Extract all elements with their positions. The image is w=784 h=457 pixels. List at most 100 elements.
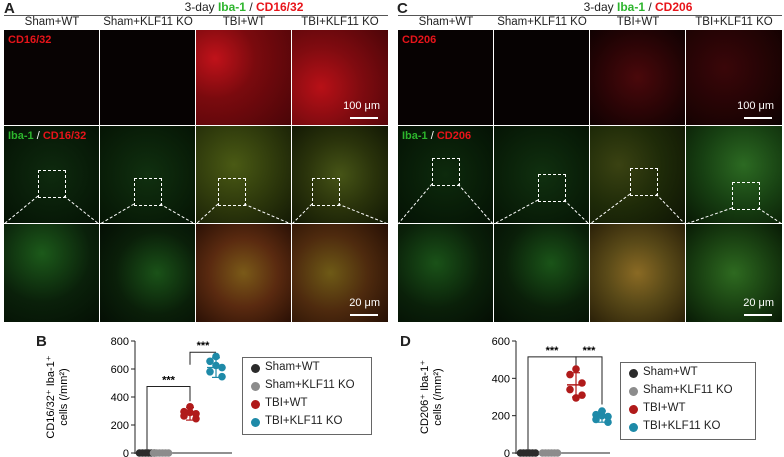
- a-r2-tbi-wt: [196, 126, 291, 223]
- legend-label: Sham+KLF11 KO: [265, 379, 355, 391]
- data-point: [578, 391, 586, 399]
- a-row2-green: Iba-1: [8, 130, 34, 142]
- data-point: [592, 415, 600, 424]
- data-point: [164, 449, 173, 457]
- data-point: [531, 449, 540, 457]
- panel-letter-c: C: [397, 0, 408, 17]
- title-sep: /: [245, 0, 256, 14]
- c-r2-tbi-wt: [590, 126, 685, 223]
- panel-a-col-label: TBI+KLF11 KO: [301, 16, 379, 28]
- c-r3-tbi-wt: [590, 224, 685, 322]
- legend-label: Sham+WT: [643, 366, 698, 378]
- legend-d: Sham+WT Sham+KLF11 KO TBI+WT TBI+KLF11 K…: [620, 362, 756, 440]
- legend-label: TBI+KLF11 KO: [643, 420, 721, 432]
- title-prefix: 3-day: [184, 0, 218, 14]
- panel-c-col-label: Sham+WT: [418, 16, 474, 28]
- a-r3-sham-wt: [4, 224, 99, 322]
- title-sep: /: [645, 0, 656, 14]
- panel-c-col-label: Sham+KLF11 KO: [497, 16, 587, 28]
- title-green: Iba-1: [217, 0, 246, 14]
- data-point: [218, 372, 226, 381]
- c-r2-sham-wt: Iba-1 / CD206: [398, 126, 493, 223]
- legend-label: TBI+WT: [265, 397, 308, 409]
- c-r1-sham-ko: [494, 30, 589, 125]
- y-tick-label: 600: [111, 364, 129, 376]
- y-tick-label: 800: [111, 336, 129, 348]
- panel-a-title: 3-day Iba-1 / CD16/32: [100, 0, 388, 14]
- title-red: CD206: [655, 0, 693, 14]
- c-scale-bar-100: [744, 117, 772, 119]
- comparison-bracket: [146, 386, 191, 451]
- panel-letter-d: D: [400, 333, 411, 350]
- a-row2-sep: /: [33, 130, 43, 142]
- y-axis-label-line: cells (/mm²): [432, 368, 444, 425]
- c-row1-label: CD206: [402, 34, 437, 46]
- c-zoom-box: [630, 168, 658, 196]
- y-tick-label: 400: [111, 392, 129, 404]
- a-row2-label: Iba-1 / CD16/32: [8, 130, 86, 142]
- y-tick-label: 400: [492, 373, 510, 385]
- c-row2-sep: /: [427, 130, 437, 142]
- a-zoom-box: [218, 178, 246, 206]
- panel-a-col-label: Sham+KLF11 KO: [103, 16, 193, 28]
- a-zoom-box: [312, 178, 340, 206]
- a-zoom-box: [38, 170, 66, 198]
- panel-letter-a: A: [4, 0, 15, 17]
- legend-label: Sham+WT: [265, 361, 320, 373]
- a-row1-label: CD16/32: [8, 34, 52, 46]
- significance-label: ***: [162, 375, 176, 387]
- y-tick-label: 0: [123, 448, 129, 457]
- a-scale-label-100: 100 μm: [343, 100, 380, 112]
- y-axis-label-line: CD16/32⁺ Iba-1⁺: [45, 355, 57, 438]
- a-zoom-lines: [4, 195, 388, 225]
- c-scale-label-100: 100 μm: [737, 100, 774, 112]
- panel-c-col-label: TBI+WT: [616, 16, 660, 28]
- c-r1-sham-wt: CD206: [398, 30, 493, 125]
- c-zoom-box: [432, 158, 460, 186]
- data-point: [186, 403, 194, 411]
- a-r1-tbi-ko: 100 μm: [292, 30, 388, 125]
- panel-a-image-grid: CD16/32 100 μm Iba-1 / CD16/32 20 μm: [4, 30, 388, 322]
- data-point: [572, 394, 580, 402]
- significance-label: ***: [546, 345, 560, 357]
- c-r3-sham-ko: [494, 224, 589, 322]
- data-point: [206, 368, 214, 376]
- a-r1-sham-ko: [100, 30, 195, 125]
- comparison-bracket: [527, 356, 577, 451]
- c-zoom-box: [538, 174, 566, 202]
- c-scale-bar-20: [744, 314, 772, 316]
- legend-dot: [629, 423, 638, 432]
- panel-a-col-label: Sham+WT: [24, 16, 80, 28]
- comparison-bracket: [189, 351, 216, 365]
- legend-dot: [251, 364, 260, 373]
- panel-c-title: 3-day Iba-1 / CD206: [494, 0, 782, 14]
- chart-d: CD206⁺ Iba-1⁺cells (/mm²) 0 200 400 600 *** **…: [419, 336, 612, 457]
- y-axis-label-line: cells (/mm²): [58, 368, 70, 425]
- a-scale-label-20: 20 μm: [349, 297, 380, 309]
- legend-dot: [629, 405, 638, 414]
- a-r3-tbi-ko: 20 μm: [292, 224, 388, 322]
- legend-dot: [251, 382, 260, 391]
- data-point: [572, 365, 580, 373]
- data-point: [578, 379, 586, 387]
- panel-c-image-grid: CD206 100 μm Iba-1 / CD206 20 μm: [398, 30, 782, 322]
- a-r2-sham-wt: Iba-1 / CD16/32: [4, 126, 99, 223]
- comparison-bracket: [575, 356, 603, 405]
- panel-c-col-label: TBI+KLF11 KO: [695, 16, 773, 28]
- data-point: [206, 357, 214, 366]
- legend-label: Sham+KLF11 KO: [643, 384, 733, 396]
- c-r3-tbi-ko: 20 μm: [686, 224, 782, 322]
- title-red: CD16/32: [256, 0, 304, 14]
- c-scale-label-20: 20 μm: [743, 297, 774, 309]
- data-point: [604, 418, 612, 426]
- c-row2-green: Iba-1: [402, 130, 428, 142]
- a-r3-sham-ko: [100, 224, 195, 322]
- legend-dot: [251, 418, 260, 427]
- c-r2-tbi-ko: [686, 126, 782, 223]
- a-r3-tbi-wt: [196, 224, 291, 322]
- legend-dot: [629, 387, 638, 396]
- legend-label: TBI+KLF11 KO: [265, 415, 343, 427]
- c-zoom-lines: [398, 183, 782, 225]
- legend-label: TBI+WT: [643, 402, 686, 414]
- a-r2-sham-ko: [100, 126, 195, 223]
